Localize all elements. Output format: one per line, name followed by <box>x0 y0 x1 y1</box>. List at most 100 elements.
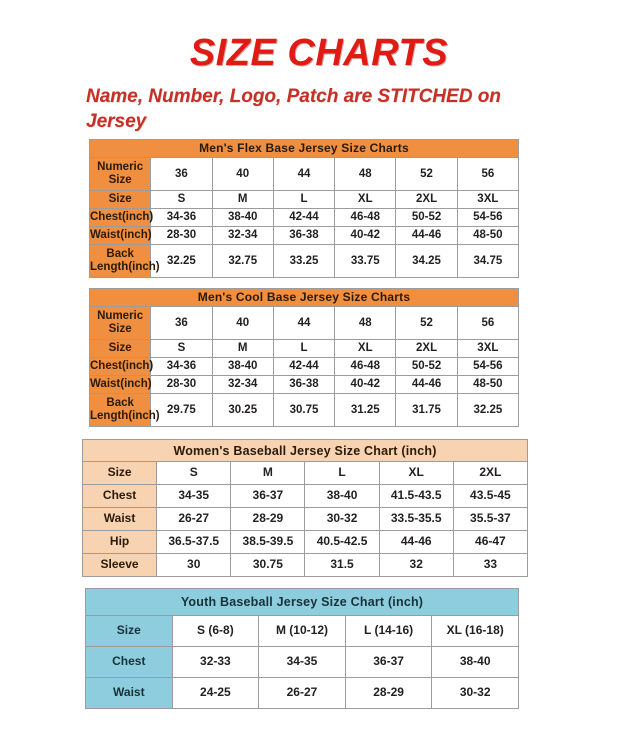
table-title: Men's Flex Base Jersey Size Charts <box>89 139 519 158</box>
table-cell: 56 <box>456 157 520 191</box>
table-cell: 33.25 <box>272 244 336 278</box>
table-cell: 28-30 <box>150 226 213 245</box>
table-cell: 54-56 <box>456 208 520 227</box>
table-cell: 50-52 <box>395 208 458 227</box>
table-cell: 38.5-39.5 <box>230 530 306 554</box>
table-row: Chest(inch) 34-36 38-40 42-44 46-48 50-52 54-5… <box>88 357 520 376</box>
table-cell: 34-35 <box>156 484 232 508</box>
table-cell: 26-27 <box>258 677 346 709</box>
table-cell: 36-38 <box>272 226 336 245</box>
table-cell: 36 <box>150 157 213 191</box>
row-label: Waist <box>85 677 173 709</box>
table-cell: S (6-8) <box>171 615 260 647</box>
row-label: Chest(inch) <box>88 208 153 227</box>
table-cell: 56 <box>456 306 520 340</box>
table-title-row: Youth Baseball Jersey Size Chart (inch) <box>85 588 519 616</box>
row-label: Numeric Size <box>88 157 152 191</box>
table-cell: M <box>211 190 274 209</box>
row-label: Waist <box>81 507 158 531</box>
table-cell: 44 <box>272 157 336 191</box>
table-cell: 34-36 <box>150 208 213 227</box>
row-label: Chest <box>81 484 158 508</box>
table-cell: 40-42 <box>334 226 397 245</box>
table-cell: 32.75 <box>211 244 274 278</box>
table-cell: 33 <box>452 553 529 577</box>
row-label: Size <box>88 339 152 358</box>
table-row: Size S (6-8) M (10-12) L (14-16) XL (16-18) <box>85 615 519 647</box>
table-cell: 38-40 <box>211 357 274 376</box>
table-cell: 40 <box>211 306 274 340</box>
table-cell: XL <box>334 339 397 358</box>
table-row: Chest(inch) 34-36 38-40 42-44 46-48 50-52 54-5… <box>88 208 520 227</box>
table-row: Chest 34-35 36-37 38-40 41.5-43.5 43.5-45 <box>81 484 529 508</box>
table-cell: 42-44 <box>272 208 336 227</box>
row-label: Waist(inch) <box>88 226 152 245</box>
row-label: Back Length(inch) <box>88 393 160 427</box>
table-cell: 34.25 <box>395 244 458 278</box>
table-cell: XL <box>334 190 397 209</box>
table-title-row: Men's Flex Base Jersey Size Charts <box>89 139 519 158</box>
table-row: Size S M L XL 2XL 3XL <box>88 190 520 209</box>
table-cell: 30.75 <box>230 553 306 577</box>
table-cell: 43.5-45 <box>452 484 529 508</box>
table-cell: 48-50 <box>456 375 520 394</box>
table-cell: 30.25 <box>211 393 274 427</box>
row-label: Sleeve <box>81 553 158 577</box>
table-cell: 31.5 <box>304 553 380 577</box>
table-cell: 34-36 <box>150 357 213 376</box>
table-cell: 40.5-42.5 <box>304 530 380 554</box>
table-cell: 28-30 <box>150 375 213 394</box>
table-row: Hip 36.5-37.5 38.5-39.5 40.5-42.5 44-46 46-47 <box>81 530 529 554</box>
row-label: Waist(inch) <box>88 375 152 394</box>
table-row: Chest 32-33 34-35 36-37 38-40 <box>85 646 519 678</box>
table-title: Men's Cool Base Jersey Size Charts <box>89 288 519 307</box>
table-row: Numeric Size 36 40 44 48 52 56 <box>88 306 520 340</box>
page-title: SIZE CHARTS <box>189 32 449 74</box>
table-cell: 52 <box>395 306 458 340</box>
table-cell: 41.5-43.5 <box>378 484 454 508</box>
table-cell: 38-40 <box>431 646 519 678</box>
table-cell: M <box>211 339 274 358</box>
table-cell: 42-44 <box>272 357 336 376</box>
table-cell: 30 <box>156 553 232 577</box>
table-row: Size S M L XL 2XL 3XL <box>88 339 520 358</box>
row-label: Chest(inch) <box>88 357 153 376</box>
table-cell: 48 <box>334 306 397 340</box>
table-cell: M <box>230 461 306 485</box>
table-cell: 50-52 <box>395 357 458 376</box>
table-cell: 24-25 <box>171 677 260 709</box>
table-cell: 32-33 <box>171 646 260 678</box>
table-cell: 40-42 <box>334 375 397 394</box>
table-cell: 38-40 <box>304 484 380 508</box>
table-cell: 33.5-35.5 <box>378 507 454 531</box>
table-title-row: Women's Baseball Jersey Size Chart (inch… <box>82 439 528 462</box>
table-cell: S <box>150 339 213 358</box>
table-mens-cool-base: Men's Cool Base Jersey Size Charts Numeri… <box>88 288 520 427</box>
table-cell: L <box>304 461 380 485</box>
table-cell: 32-34 <box>211 375 274 394</box>
table-cell: 31.75 <box>395 393 458 427</box>
table-cell: 32 <box>378 553 454 577</box>
page-subtitle: Name, Number, Logo, Patch are STITCHED o… <box>86 86 501 133</box>
table-cell: 2XL <box>395 339 458 358</box>
table-cell: XL <box>378 461 454 485</box>
table-cell: 32.25 <box>456 393 520 427</box>
table-cell: 44-46 <box>395 226 458 245</box>
table-row: Back Length(inch) 32.25 32.75 33.25 33.75 34.… <box>88 244 520 278</box>
table-cell: 48-50 <box>456 226 520 245</box>
table-cell: 36-37 <box>230 484 306 508</box>
table-cell: 3XL <box>456 190 520 209</box>
table-cell: 3XL <box>456 339 520 358</box>
table-row: Numeric Size 36 40 44 48 52 56 <box>88 157 520 191</box>
table-row: Waist 26-27 28-29 30-32 33.5-35.5 35.5-37 <box>81 507 529 531</box>
table-cell: 46-48 <box>334 357 397 376</box>
table-cell: 46-47 <box>452 530 529 554</box>
table-cell: L <box>272 339 336 358</box>
table-cell: 44-46 <box>378 530 454 554</box>
table-cell: 36 <box>150 306 213 340</box>
table-title: Youth Baseball Jersey Size Chart (inch) <box>85 588 519 616</box>
table-cell: S <box>156 461 232 485</box>
table-cell: 54-56 <box>456 357 520 376</box>
table-cell: 30-32 <box>304 507 380 531</box>
